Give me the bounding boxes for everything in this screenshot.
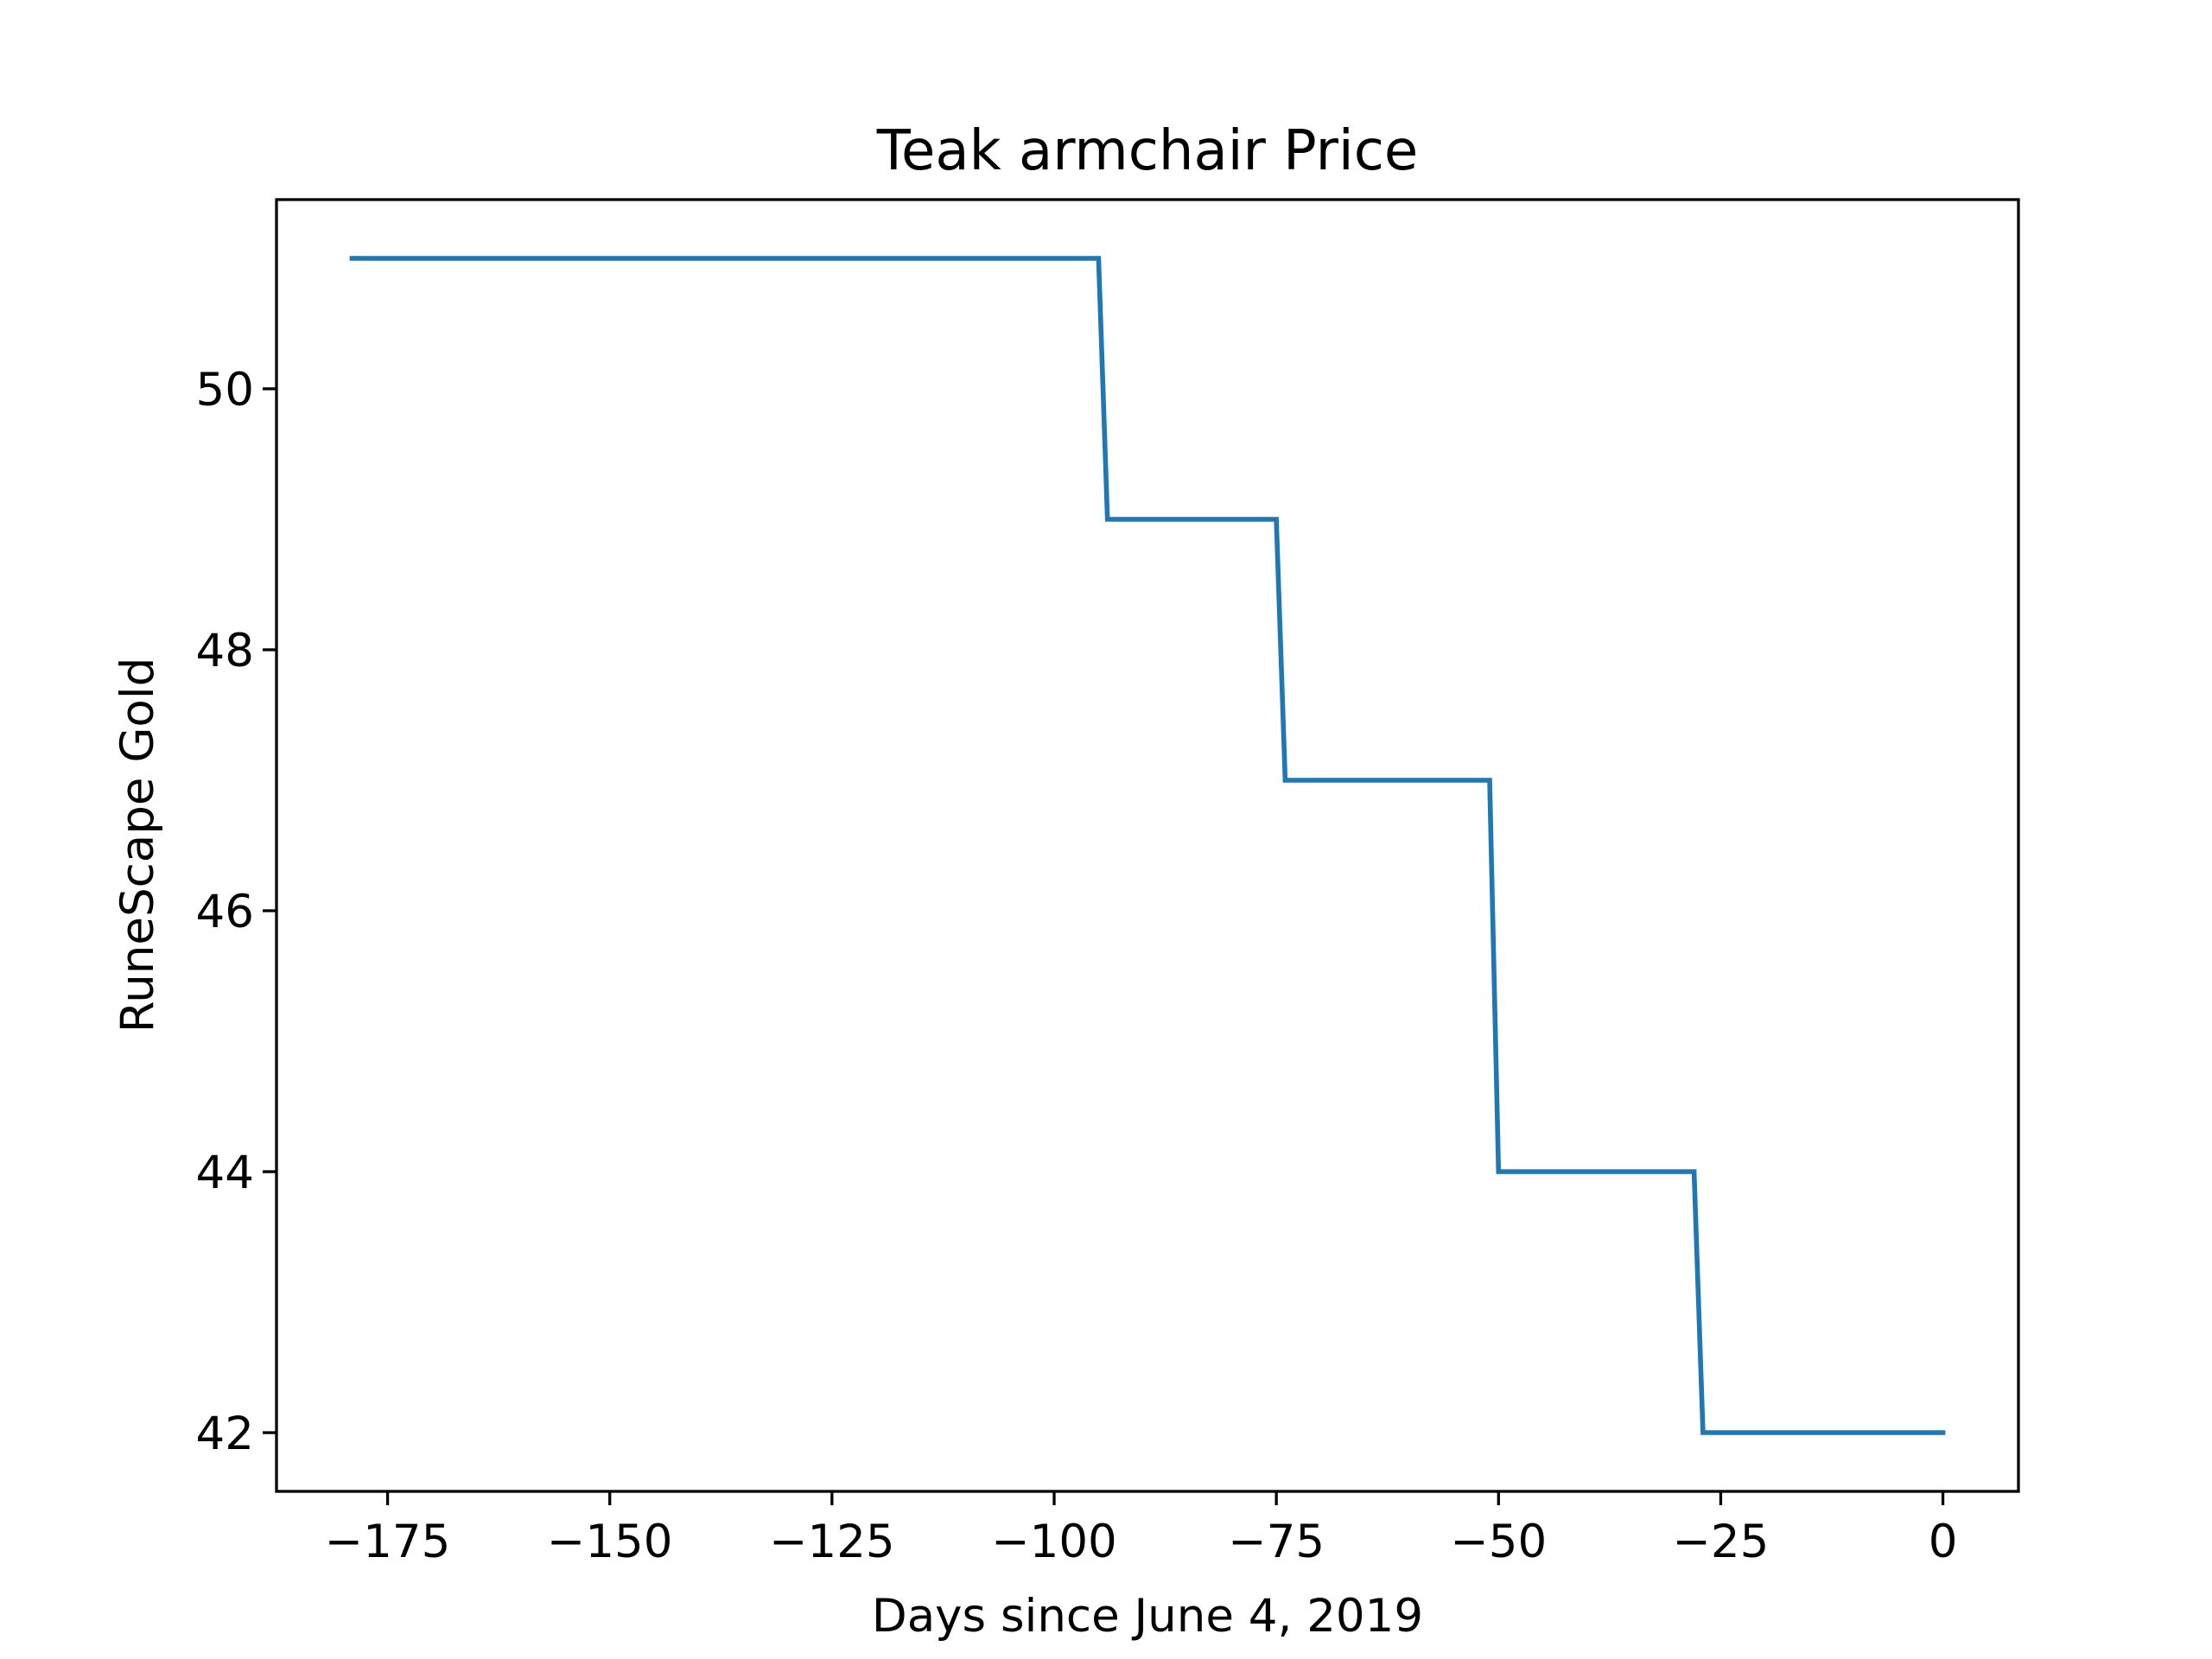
series-layer (349, 256, 1946, 1435)
x-tick-label: −100 (991, 1516, 1117, 1568)
y-tick-label: 46 (196, 886, 254, 938)
chart-title: Teak armchair Price (876, 119, 1419, 183)
x-tick-label: −175 (325, 1516, 451, 1568)
y-tick-label: 50 (196, 364, 254, 416)
y-axis-ticks: 42 44 46 48 50 (196, 364, 276, 1460)
x-tick-label: −150 (547, 1516, 673, 1568)
series-line-0 (349, 256, 1946, 1435)
x-axis-label: Days since June 4, 2019 (872, 1590, 1423, 1643)
x-tick-label: −25 (1672, 1516, 1769, 1568)
x-tick-label: −125 (769, 1516, 895, 1568)
plot-frame (275, 198, 2020, 1493)
y-tick-label: 48 (196, 625, 254, 677)
x-tick-label: −50 (1450, 1516, 1547, 1568)
y-tick-label: 42 (196, 1408, 254, 1460)
x-tick-label: −75 (1228, 1516, 1325, 1568)
y-axis-label: RuneScape Gold (111, 658, 164, 1033)
y-tick-label: 44 (196, 1147, 254, 1199)
x-tick-label: 0 (1929, 1516, 1958, 1568)
x-axis-ticks: −175 −150 −125 −100 −75 −50 −25 0 (325, 1491, 1958, 1568)
